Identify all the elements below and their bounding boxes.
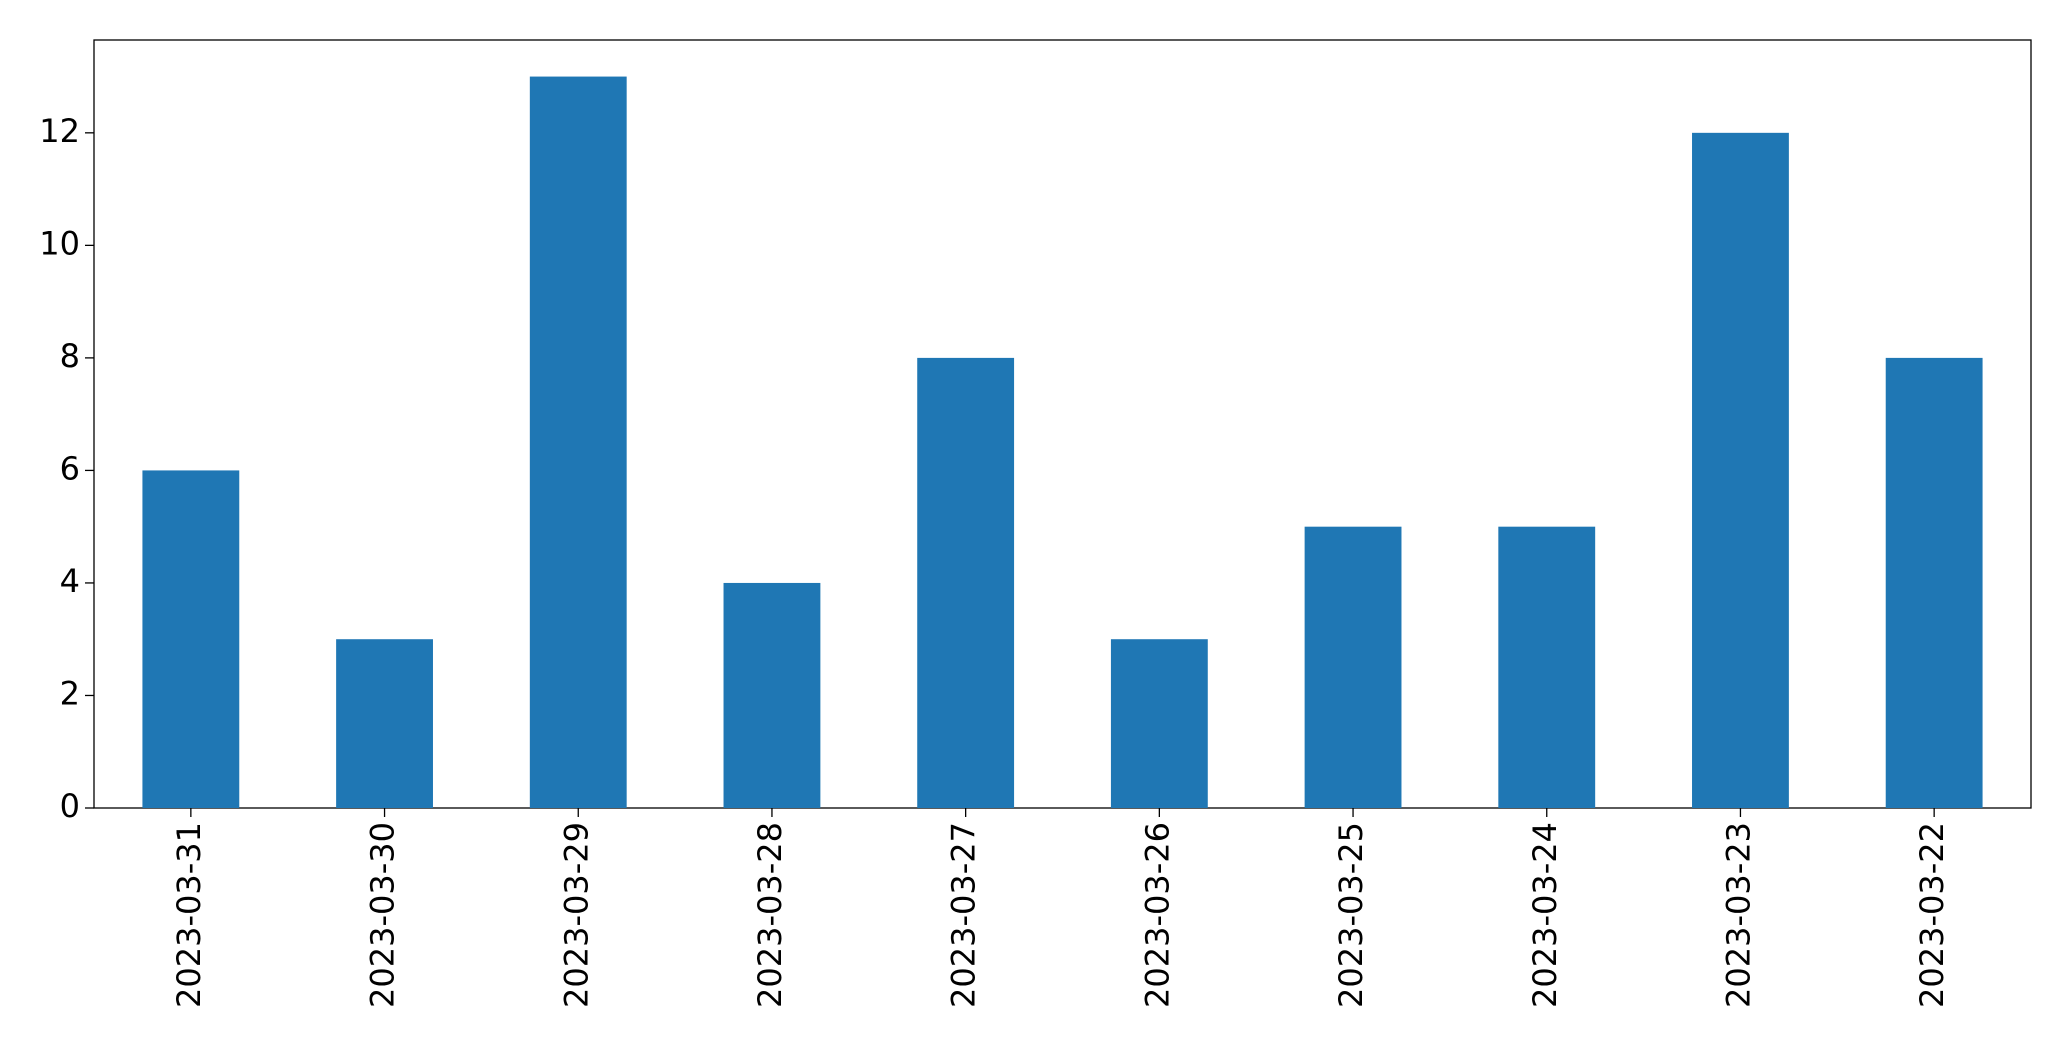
y-tick-label: 8 [60, 337, 80, 375]
plot-frame [93, 39, 2032, 809]
y-tick-label: 0 [60, 787, 80, 825]
bar [917, 357, 1015, 808]
x-tick-label: 2023-03-24 [1526, 822, 1564, 1008]
bar [1498, 526, 1596, 808]
x-tick-label: 2023-03-30 [364, 822, 402, 1008]
bar [1885, 357, 1983, 808]
bar [1692, 132, 1789, 809]
y-tick-label: 12 [39, 112, 80, 150]
y-tick-label: 10 [39, 224, 80, 262]
bar [336, 639, 433, 808]
x-tick-label: 2023-03-29 [557, 822, 595, 1008]
x-tick-label: 2023-03-23 [1719, 822, 1757, 1008]
bar [1110, 639, 1208, 808]
bar [142, 470, 240, 808]
bar [529, 76, 627, 809]
x-tick-label: 2023-03-25 [1332, 822, 1370, 1008]
y-tick-label: 4 [60, 562, 80, 600]
x-tick-label: 2023-03-22 [1913, 822, 1951, 1008]
y-tick-label: 6 [60, 449, 80, 487]
x-tick-label: 2023-03-28 [751, 822, 789, 1008]
x-tick-label: 2023-03-31 [170, 822, 208, 1008]
bar [723, 582, 821, 808]
x-tick-label: 2023-03-26 [1138, 822, 1176, 1008]
bar [1304, 526, 1402, 808]
x-tick-label: 2023-03-27 [945, 822, 983, 1008]
y-tick-label: 2 [60, 674, 80, 712]
